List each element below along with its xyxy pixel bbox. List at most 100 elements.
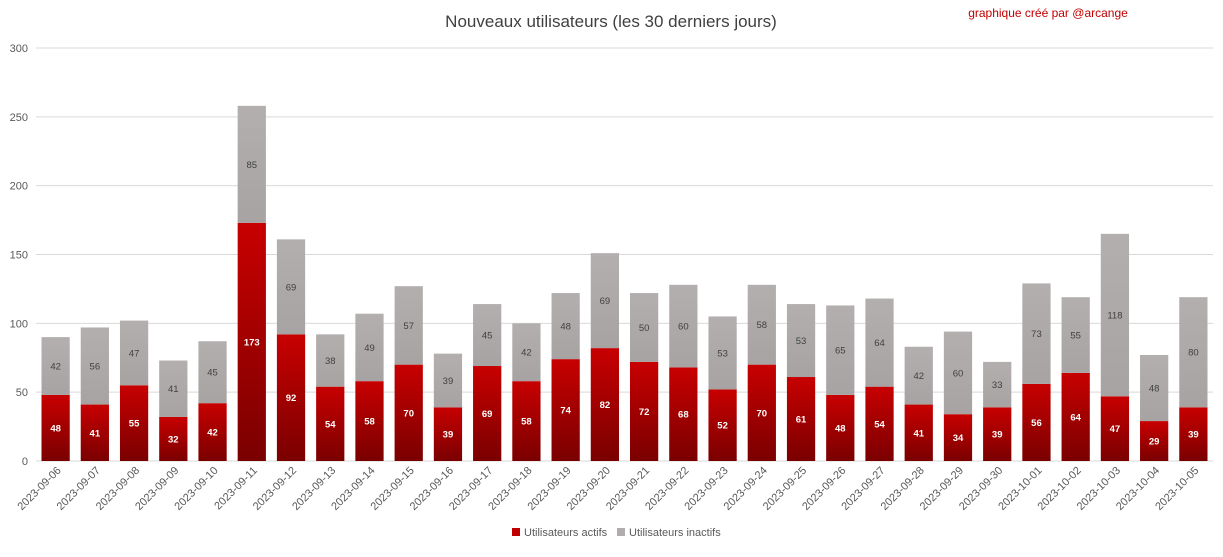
data-label-inactive: 60	[678, 322, 689, 333]
data-label-active: 54	[325, 419, 336, 430]
bar-active	[747, 364, 776, 461]
bar-inactive	[708, 316, 737, 390]
bar-inactive	[198, 341, 227, 404]
bar-active	[80, 404, 109, 461]
data-label-active: 32	[168, 434, 179, 445]
data-label-active: 61	[796, 415, 807, 426]
data-label-active: 41	[90, 428, 101, 439]
bar-inactive	[433, 353, 463, 408]
legend-label-inactive: Utilisateurs inactifs	[629, 527, 721, 539]
data-label-active: 39	[443, 430, 454, 441]
bar-inactive	[826, 305, 855, 395]
y-tick-label: 200	[10, 181, 28, 193]
data-label-inactive: 42	[913, 371, 924, 382]
bar-inactive	[41, 337, 70, 395]
data-label-inactive: 56	[90, 362, 101, 373]
data-label-inactive: 53	[717, 348, 728, 359]
bar-active	[433, 407, 463, 461]
bar-active	[669, 367, 698, 461]
data-label-inactive: 69	[286, 282, 297, 293]
bar-active	[119, 385, 149, 461]
chart-title: Nouveaux utilisateurs (les 30 derniers j…	[445, 12, 777, 31]
bar-inactive	[80, 327, 109, 405]
bar-active	[237, 222, 266, 461]
y-tick-label: 0	[22, 456, 28, 468]
data-label-active: 58	[521, 417, 532, 428]
data-label-inactive: 39	[443, 376, 454, 387]
bar-inactive	[629, 293, 659, 362]
bar-active	[708, 389, 737, 461]
data-label-inactive: 64	[874, 338, 885, 349]
data-label-inactive: 50	[639, 323, 650, 334]
bar-active	[394, 364, 423, 461]
data-label-active: 56	[1031, 418, 1042, 429]
data-label-active: 92	[286, 393, 297, 404]
bar-active	[512, 381, 541, 461]
legend-swatch-active	[512, 528, 520, 536]
bar-active	[276, 334, 306, 461]
data-label-inactive: 42	[50, 362, 61, 373]
bar-inactive	[237, 105, 266, 223]
data-label-inactive: 42	[521, 348, 532, 359]
x-axis: 2023-09-062023-09-072023-09-082023-09-09…	[15, 465, 1201, 513]
data-label-inactive: 60	[953, 368, 964, 379]
data-label-active: 68	[678, 410, 689, 421]
data-label-inactive: 73	[1031, 329, 1042, 340]
bar-active	[1022, 383, 1051, 461]
data-label-active: 39	[992, 430, 1003, 441]
data-label-inactive: 53	[796, 336, 807, 347]
data-label-inactive: 65	[835, 346, 846, 357]
bar-active	[1061, 372, 1090, 461]
data-label-active: 74	[560, 406, 571, 417]
data-label-active: 69	[482, 409, 493, 420]
data-label-inactive: 58	[757, 320, 768, 331]
y-tick-label: 150	[10, 250, 28, 262]
bar-inactive	[1022, 283, 1051, 384]
chart-credit: graphique créé par @arcange	[968, 6, 1128, 20]
bar-inactive	[1140, 354, 1169, 422]
bar-inactive	[1179, 297, 1208, 408]
data-label-active: 54	[874, 419, 885, 430]
bar-active	[316, 386, 345, 461]
bar-inactive	[355, 313, 384, 382]
bar-active	[551, 359, 580, 461]
bar-active	[904, 404, 933, 461]
bar-active	[159, 416, 188, 461]
data-label-inactive: 33	[992, 380, 1003, 391]
y-tick-label: 250	[10, 112, 28, 124]
data-label-inactive: 85	[246, 160, 257, 171]
bar-inactive	[394, 286, 423, 365]
y-axis: 0 50 100 150 200 250 300	[10, 43, 28, 468]
data-label-active: 41	[913, 428, 924, 439]
y-tick-label: 300	[10, 43, 28, 55]
bars-group: 48 42 41 56 55 47 32 41 42 45 173 85 92 69 54 38 58 49 70 5…	[41, 105, 1208, 461]
data-label-active: 64	[1070, 412, 1081, 423]
data-label-inactive: 49	[364, 343, 375, 354]
bar-active	[1100, 396, 1130, 461]
data-label-inactive: 45	[482, 331, 493, 342]
bar-inactive	[865, 298, 894, 387]
gridlines	[36, 47, 1213, 462]
bar-active	[865, 386, 894, 461]
data-label-inactive: 41	[168, 384, 179, 395]
bar-active	[629, 361, 659, 461]
data-label-inactive: 48	[1149, 384, 1160, 395]
data-label-active: 58	[364, 417, 375, 428]
data-label-active: 29	[1149, 437, 1160, 448]
y-tick-label: 50	[16, 387, 28, 399]
data-label-active: 48	[835, 423, 846, 434]
data-label-active: 70	[403, 408, 414, 419]
bar-inactive	[1100, 233, 1130, 397]
bar-inactive	[159, 360, 188, 417]
bar-active	[1179, 407, 1208, 461]
bar-active	[1140, 421, 1169, 461]
data-label-active: 55	[129, 419, 140, 430]
data-label-active: 39	[1188, 430, 1199, 441]
data-label-inactive: 47	[129, 348, 140, 359]
data-label-inactive: 80	[1188, 348, 1199, 359]
bar-inactive	[747, 284, 776, 365]
bar-inactive	[1061, 297, 1090, 373]
data-label-inactive: 45	[207, 368, 218, 379]
bar-inactive	[590, 253, 620, 349]
data-label-active: 48	[50, 423, 61, 434]
